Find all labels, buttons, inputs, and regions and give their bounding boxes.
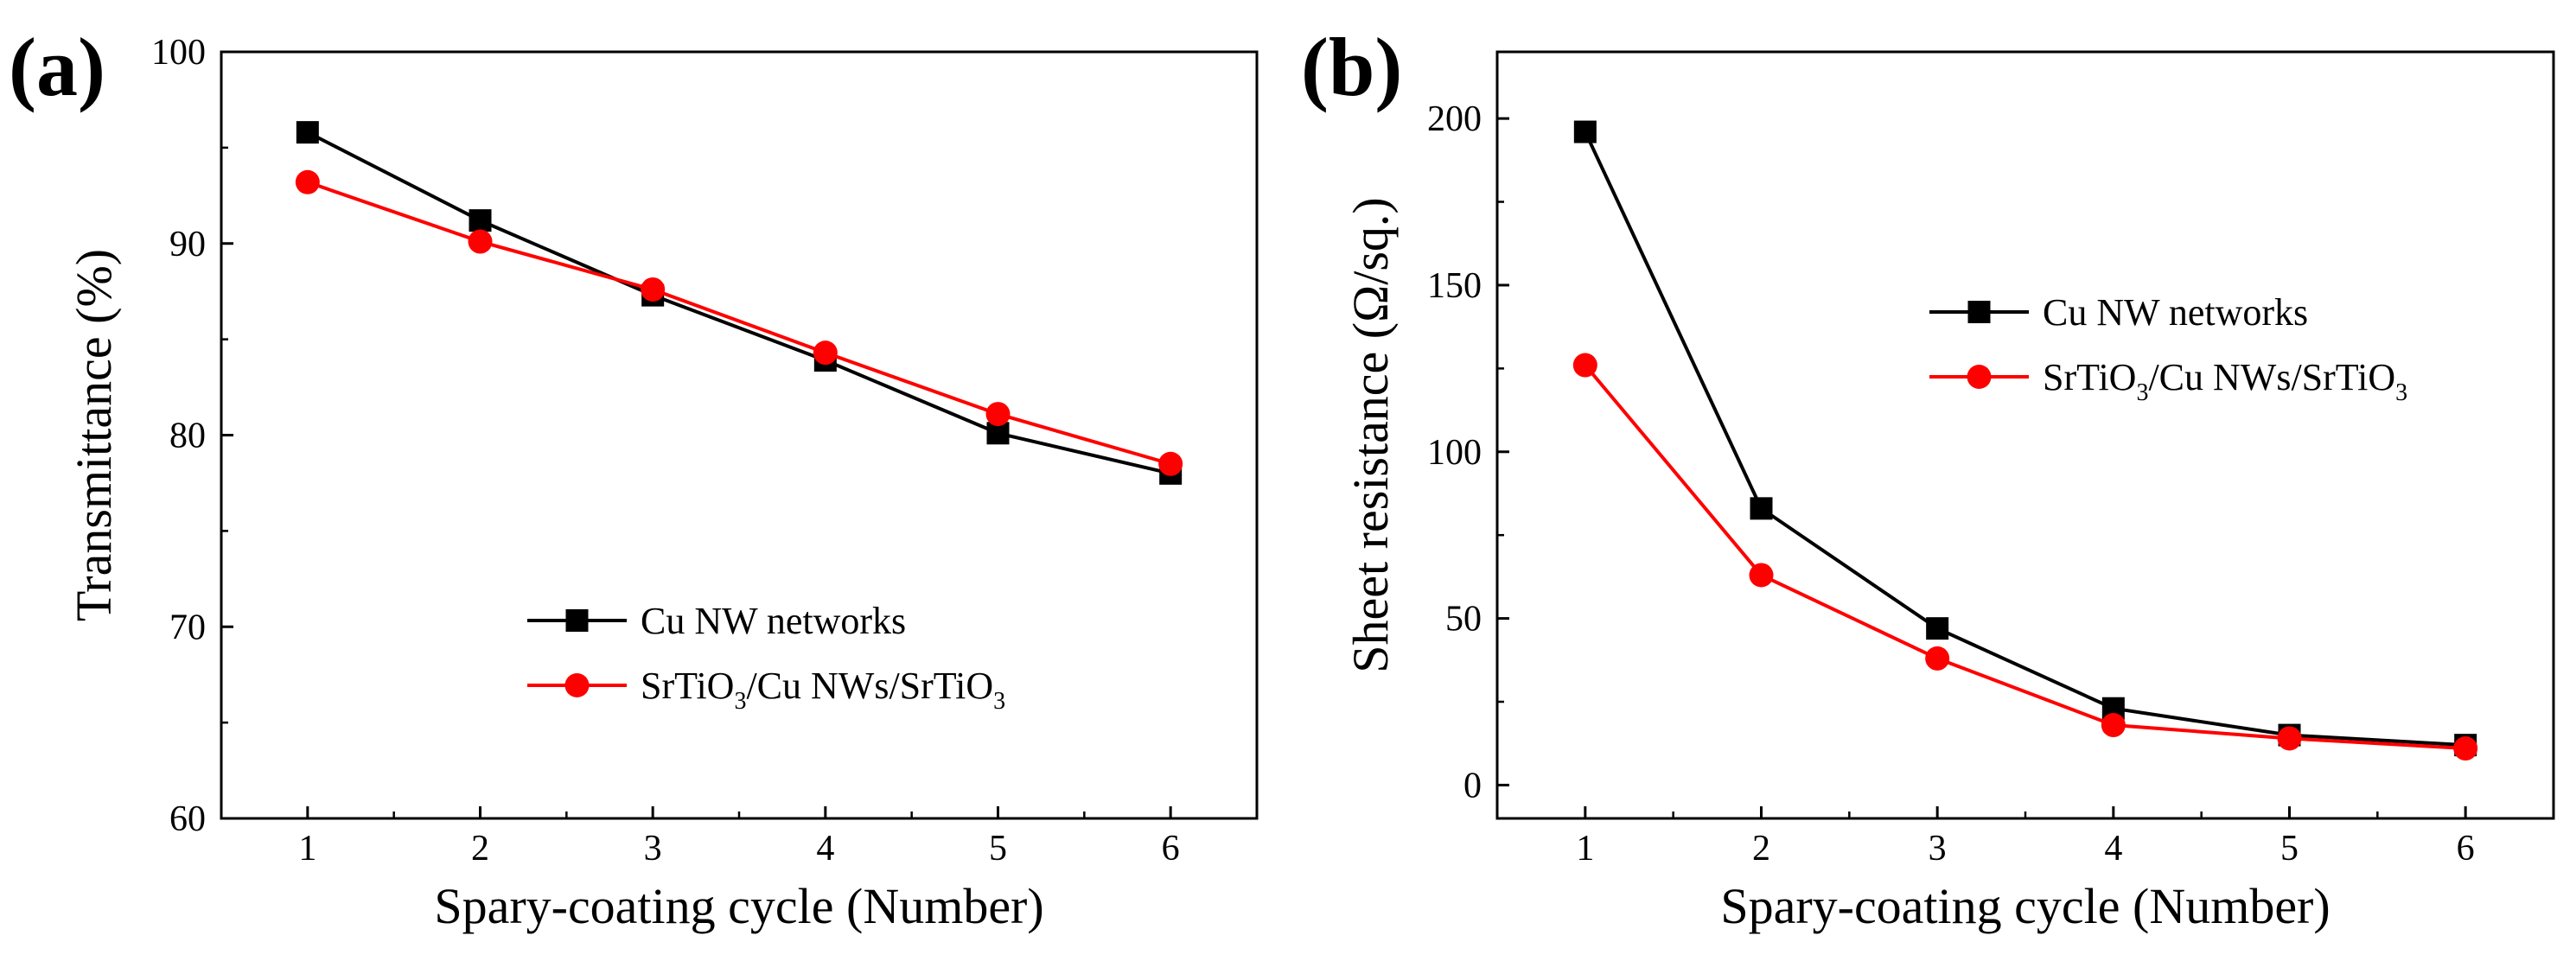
y-tick-label: 150 (1427, 266, 1482, 306)
data-point-circle (985, 402, 1011, 427)
data-point-circle (641, 277, 666, 302)
x-tick-label: 6 (1162, 829, 1180, 869)
x-tick-label: 6 (2457, 829, 2475, 869)
data-point-square (469, 209, 492, 232)
y-tick-label: 100 (1427, 433, 1482, 473)
data-point-circle (2277, 726, 2302, 751)
data-point-square (1750, 497, 1773, 520)
legend-text-part: SrTiO (641, 665, 734, 707)
data-point-circle (468, 229, 493, 254)
x-tick-label: 5 (989, 829, 1007, 869)
legend-text-part: /Cu NWs/SrTiO (2148, 356, 2395, 398)
y-tick-label: 50 (1445, 600, 1482, 640)
y-tick-label: 200 (1427, 99, 1482, 139)
series-line-1 (1584, 364, 2466, 751)
data-point-circle (295, 169, 320, 194)
legend-marker-square (565, 609, 589, 632)
x-tick-label: 4 (816, 829, 834, 869)
chart-panel-b: (b) 1 2 3 4 5 6 0 50 100 150 200 Spary-coating cycle… (1301, 21, 2555, 934)
series-line-0 (1584, 130, 2466, 748)
x-tick-label: 1 (1576, 829, 1594, 869)
y-tick-label: 0 (1463, 766, 1482, 805)
x-tick-label: 3 (1929, 829, 1947, 869)
legend-subscript: 3 (993, 688, 1005, 715)
legend-entry-label: SrTiO3/Cu NWs/SrTiO3 (641, 665, 1005, 715)
y-axis-title: Sheet resistance (Ω/sq.) (1342, 197, 1399, 672)
data-point-circle (2453, 736, 2478, 761)
series-line-0 (306, 130, 1171, 475)
x-tick-label: 4 (2104, 829, 2122, 869)
y-tick-label: 60 (169, 799, 206, 839)
legend-subscript: 3 (734, 688, 746, 715)
legend-entry-label: SrTiO3/Cu NWs/SrTiO3 (2043, 356, 2407, 406)
y-tick-label: 100 (151, 33, 206, 73)
x-tick-label: 3 (644, 829, 662, 869)
x-tick-label: 1 (298, 829, 316, 869)
y-tick-label: 90 (169, 225, 206, 264)
x-axis-title: Spary-coating cycle (Number) (1720, 878, 2330, 934)
plot-frame (1495, 50, 2555, 820)
legend-marker-square (1967, 301, 1991, 323)
x-tick-label: 2 (471, 829, 489, 869)
legend-entry-label: Cu NW networks (641, 600, 906, 642)
legend-text-part: SrTiO (2043, 356, 2136, 398)
legend-marker-circle (564, 673, 590, 697)
x-tick-label: 5 (2280, 829, 2299, 869)
series-line-1 (307, 180, 1171, 466)
y-tick-label: 70 (169, 608, 206, 647)
data-point-circle (813, 340, 838, 366)
legend-subscript: 3 (2395, 379, 2407, 406)
data-point-circle (2101, 713, 2126, 738)
data-point-square (296, 121, 319, 144)
panel-label: (a) (9, 21, 105, 113)
data-point-circle (1572, 353, 1597, 378)
data-point-square (1926, 617, 1949, 640)
legend-marker-circle (1967, 365, 1992, 389)
x-tick-label: 2 (1752, 829, 1770, 869)
legend-text-part: /Cu NWs/SrTiO (746, 665, 993, 707)
chart-panel-a: (a) 1 2 3 4 5 6 60 70 80 90 100 Spary-coating cycle … (9, 21, 1259, 934)
y-tick-label: 80 (169, 417, 206, 456)
legend-subscript: 3 (2136, 379, 2148, 406)
data-point-circle (1749, 563, 1774, 588)
data-point-circle (1925, 646, 1950, 671)
panel-label: (b) (1301, 21, 1402, 113)
x-axis-title: Spary-coating cycle (Number) (434, 878, 1043, 934)
data-point-square (1573, 120, 1597, 143)
data-point-circle (1158, 451, 1183, 476)
y-axis-title: Transmittance (%) (66, 249, 122, 621)
legend-entry-label: Cu NW networks (2043, 291, 2308, 334)
